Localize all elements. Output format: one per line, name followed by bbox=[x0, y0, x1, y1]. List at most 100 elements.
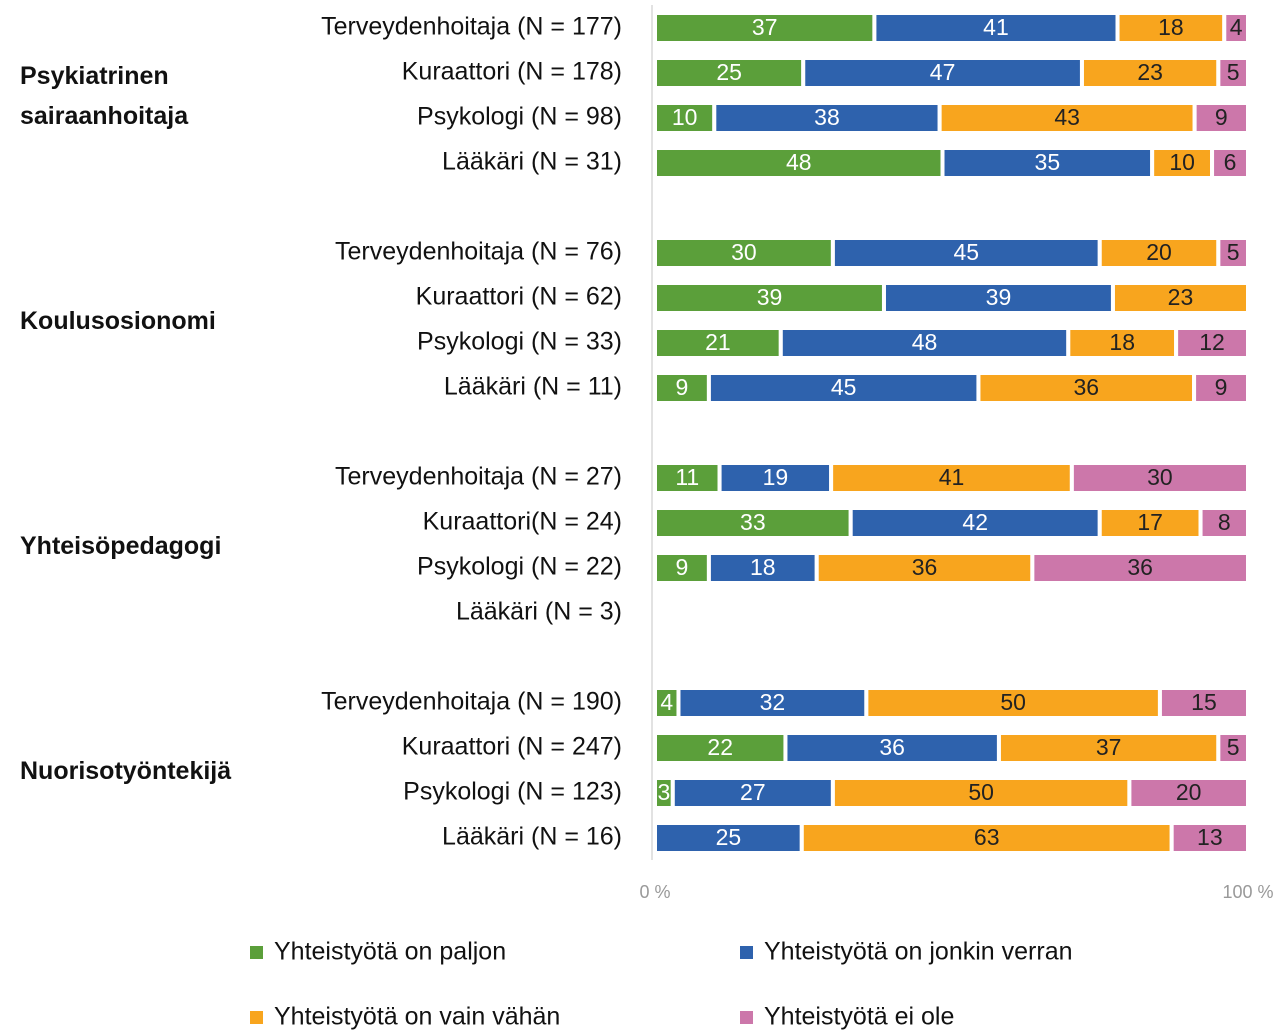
value-label: 37 bbox=[752, 14, 778, 40]
value-label: 18 bbox=[1109, 329, 1135, 355]
row-label: Terveydenhoitaja (N = 76) bbox=[335, 238, 622, 266]
value-label: 33 bbox=[740, 509, 766, 535]
value-label: 35 bbox=[1035, 149, 1061, 175]
bar-segment bbox=[1192, 371, 1251, 405]
value-label: 45 bbox=[954, 239, 980, 265]
value-label: 50 bbox=[1000, 689, 1026, 715]
value-label: 30 bbox=[1147, 464, 1173, 490]
value-label: 36 bbox=[1073, 374, 1099, 400]
group-label: Yhteisöpedagogi bbox=[20, 531, 222, 560]
group-label: Psykiatrinen sairaanhoitaja bbox=[20, 61, 189, 130]
bar-segment bbox=[653, 821, 804, 855]
legend-label: Yhteistyötä ei ole bbox=[764, 1003, 954, 1031]
value-label: 23 bbox=[1137, 59, 1163, 85]
value-label: 23 bbox=[1168, 284, 1194, 310]
value-label: 32 bbox=[760, 689, 786, 715]
value-label: 15 bbox=[1191, 689, 1217, 715]
value-label: 19 bbox=[763, 464, 789, 490]
bar-segment bbox=[1174, 326, 1250, 360]
value-label: 30 bbox=[731, 239, 757, 265]
bar-segment bbox=[1222, 11, 1251, 45]
value-label: 9 bbox=[1215, 104, 1228, 130]
value-label: 37 bbox=[1096, 734, 1122, 760]
value-label: 47 bbox=[930, 59, 956, 85]
bar-segment bbox=[653, 146, 945, 180]
value-label: 41 bbox=[983, 14, 1009, 40]
bar-segment bbox=[1216, 56, 1250, 90]
bar-segment bbox=[1169, 821, 1250, 855]
value-label: 48 bbox=[912, 329, 938, 355]
bar-segment bbox=[783, 731, 1001, 765]
bar-segment bbox=[1066, 326, 1179, 360]
value-label: 48 bbox=[786, 149, 812, 175]
bar-segment bbox=[814, 551, 1035, 585]
legend-swatch bbox=[250, 946, 263, 959]
value-label: 63 bbox=[974, 824, 1000, 850]
bar-segment bbox=[1097, 506, 1203, 540]
row-label: Psykologi (N = 98) bbox=[417, 103, 622, 131]
value-label: 38 bbox=[814, 104, 840, 130]
row-label: Psykologi (N = 33) bbox=[417, 328, 622, 356]
value-label: 42 bbox=[962, 509, 988, 535]
row-label: Terveydenhoitaja (N = 27) bbox=[335, 463, 622, 491]
value-label: 5 bbox=[1227, 59, 1240, 85]
bar-segment bbox=[1030, 551, 1251, 585]
value-label: 36 bbox=[879, 734, 905, 760]
value-label: 9 bbox=[676, 374, 689, 400]
value-label: 3 bbox=[657, 779, 670, 805]
value-label: 27 bbox=[740, 779, 766, 805]
value-label: 5 bbox=[1227, 239, 1240, 265]
bar-segment bbox=[706, 371, 981, 405]
value-label: 4 bbox=[1230, 14, 1243, 40]
row-label: Terveydenhoitaja (N = 190) bbox=[321, 688, 622, 716]
bar-segment bbox=[1110, 281, 1251, 315]
legend-swatch bbox=[740, 1011, 753, 1024]
row-label: Kuraattori (N = 178) bbox=[402, 58, 622, 86]
value-label: 12 bbox=[1199, 329, 1225, 355]
value-label: 36 bbox=[1127, 554, 1153, 580]
bar-segment bbox=[1198, 506, 1251, 540]
value-label: 39 bbox=[986, 284, 1012, 310]
value-label: 10 bbox=[672, 104, 698, 130]
bar-segment bbox=[778, 326, 1071, 360]
row-label: Psykologi (N = 123) bbox=[403, 778, 622, 806]
value-label: 17 bbox=[1137, 509, 1163, 535]
row-label: Lääkäri (N = 11) bbox=[444, 373, 622, 401]
x-tick-label: 0 % bbox=[639, 882, 670, 902]
value-label: 50 bbox=[968, 779, 994, 805]
bar-segment bbox=[1069, 461, 1250, 495]
bar-segment bbox=[830, 776, 1132, 810]
bar-segment bbox=[1216, 731, 1250, 765]
value-label: 41 bbox=[939, 464, 965, 490]
bar-segment bbox=[1127, 776, 1251, 810]
row-label: Kuraattori (N = 62) bbox=[416, 283, 622, 311]
value-label: 43 bbox=[1054, 104, 1080, 130]
row-label: Kuraattori (N = 247) bbox=[402, 733, 622, 761]
value-label: 36 bbox=[912, 554, 938, 580]
value-label: 8 bbox=[1218, 509, 1231, 535]
value-label: 20 bbox=[1146, 239, 1172, 265]
value-label: 4 bbox=[660, 689, 673, 715]
legend-label: Yhteistyötä on vain vähän bbox=[274, 1003, 560, 1031]
value-label: 6 bbox=[1224, 149, 1237, 175]
legend-swatch bbox=[250, 1011, 263, 1024]
bar-segment bbox=[1192, 101, 1251, 135]
row-label: Lääkäri (N = 3) bbox=[456, 598, 622, 626]
row-label: Lääkäri (N = 31) bbox=[442, 148, 622, 176]
value-label: 21 bbox=[705, 329, 731, 355]
value-label: 11 bbox=[675, 464, 699, 490]
bar-segment bbox=[653, 551, 711, 585]
bar-segment bbox=[1216, 236, 1250, 270]
legend-swatch bbox=[740, 946, 753, 959]
bar-segment bbox=[1079, 56, 1221, 90]
bar-segment bbox=[1157, 686, 1250, 720]
row-label: Psykologi (N = 22) bbox=[417, 553, 622, 581]
row-label: Terveydenhoitaja (N = 177) bbox=[321, 13, 622, 41]
value-label: 39 bbox=[757, 284, 783, 310]
group-label: Nuorisotyöntekijä bbox=[20, 756, 232, 785]
value-label: 5 bbox=[1227, 734, 1240, 760]
value-label: 9 bbox=[676, 554, 689, 580]
row-label: Lääkäri (N = 16) bbox=[442, 823, 622, 851]
bar-segment bbox=[1210, 146, 1250, 180]
